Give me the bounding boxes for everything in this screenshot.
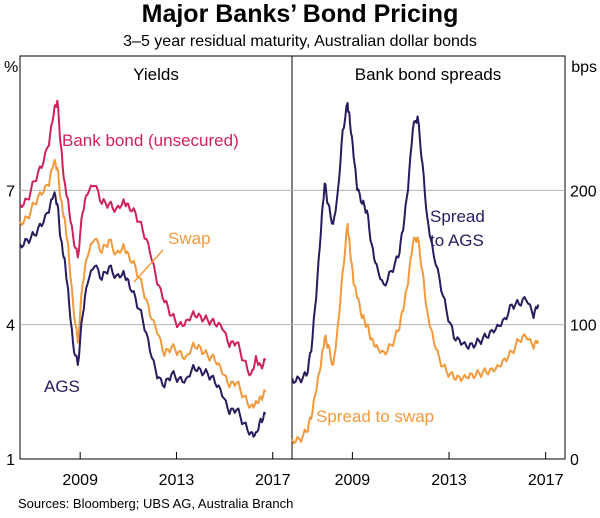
spreads-y-tick-label: 200: [570, 183, 597, 200]
series-line-spread-ags: [291, 102, 540, 384]
yields-x-tick-labels: 2009 2013 2017: [62, 452, 291, 489]
yields-x-tick-label: 2013: [159, 472, 195, 489]
yields-y-tick-label: 1: [6, 452, 15, 469]
yields-x-tick-label: 2009: [62, 472, 98, 489]
yields-series: [19, 99, 267, 438]
spreads-y-tick-labels: 0 100 200: [570, 183, 597, 469]
spreads-x-tick-label: 2017: [528, 472, 564, 489]
series-line-swap: [19, 158, 267, 409]
label-bank-bond: Bank bond (unsecured): [62, 131, 239, 150]
chart-source: Sources: Bloomberg; UBS AG, Australia Br…: [18, 496, 293, 511]
yields-y-tick-labels: 1 4 7: [6, 183, 15, 469]
yields-x-tick-label: 2017: [255, 472, 291, 489]
chart-title: Major Banks’ Bond Pricing: [142, 0, 459, 28]
spreads-x-tick-labels: 2009 2013 2017: [335, 452, 564, 489]
spreads-series: [291, 102, 540, 445]
spreads-x-tick-label: 2013: [431, 472, 467, 489]
spreads-y-tick-label: 100: [570, 318, 597, 335]
yields-y-tick-label: 7: [6, 183, 15, 200]
label-spread-to-ags-line1: Spread: [430, 207, 485, 226]
spreads-unit-label: bps: [571, 59, 597, 76]
yields-unit-label: %: [4, 59, 18, 76]
yields-y-tick-label: 4: [6, 318, 15, 335]
label-swap: Swap: [168, 229, 211, 248]
spreads-panel-title: Bank bond spreads: [355, 65, 502, 84]
series-line-bank-bond: [19, 99, 267, 377]
series-line-spread-swap: [291, 222, 540, 445]
spreads-x-tick-label: 2009: [335, 472, 371, 489]
label-spread-to-swap: Spread to swap: [316, 407, 434, 426]
label-spread-to-ags-line2: to AGS: [430, 231, 484, 250]
label-swap-pointer: [133, 249, 164, 283]
spreads-gridlines: [292, 189, 565, 326]
label-ags: AGS: [44, 377, 80, 396]
yields-panel-title: Yields: [133, 65, 179, 84]
chart-subtitle: 3–5 year residual maturity, Australian d…: [123, 33, 477, 50]
series-line-ags: [19, 191, 267, 438]
spreads-y-tick-label: 0: [570, 452, 579, 469]
